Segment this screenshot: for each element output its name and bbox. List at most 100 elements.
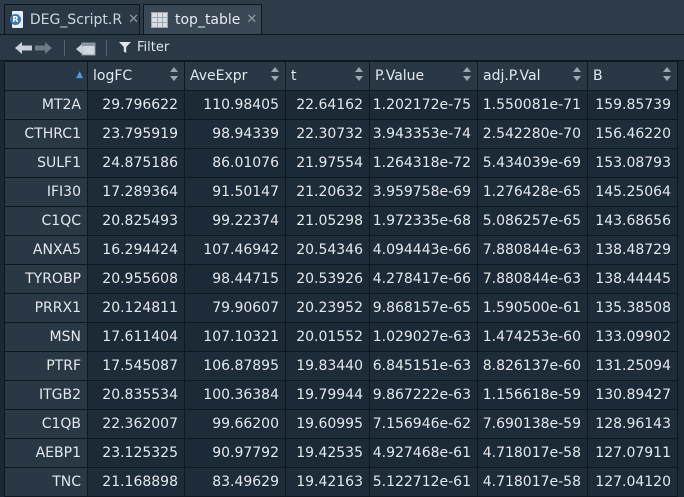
toolbar-divider <box>64 39 65 56</box>
table-cell: 79.90607 <box>184 293 286 323</box>
row-name-cell: C1QC <box>4 206 88 236</box>
table-row[interactable]: MT2A 29.796622 110.98405 22.64162 1.202172e-… <box>4 90 678 120</box>
row-name-cell: TNC <box>4 467 88 497</box>
arrow-right-icon <box>35 41 52 54</box>
table-cell: 20.54346 <box>285 235 370 265</box>
table-cell: 110.98405 <box>184 90 286 120</box>
row-name-cell: ITGB2 <box>4 380 88 410</box>
table-cell: 98.44715 <box>184 264 286 294</box>
table-cell: 4.718017e-58 <box>477 438 588 468</box>
table-cell: 20.124811 <box>87 293 185 323</box>
row-name-cell: MSN <box>4 322 88 352</box>
table-cell: 1.202172e-75 <box>369 90 478 120</box>
close-icon[interactable]: ✕ <box>246 12 258 27</box>
filter-button[interactable]: Filter <box>119 40 169 55</box>
table-row[interactable]: TYROBP 20.955608 98.44715 20.53926 4.278417e… <box>4 264 678 294</box>
table-row[interactable]: SULF1 24.875186 86.01076 21.97554 1.264318e-… <box>4 148 678 178</box>
back-button[interactable] <box>0 41 33 54</box>
table-cell: 8.826137e-60 <box>477 351 588 381</box>
column-header-pvalue[interactable]: P.Value <box>369 61 478 91</box>
column-header-adj-pval[interactable]: adj.P.Val <box>477 61 588 91</box>
table-cell: 153.08793 <box>587 148 678 178</box>
table-row[interactable]: IFI30 17.289364 91.50147 21.20632 3.959758e-… <box>4 177 678 207</box>
column-header-b[interactable]: B <box>587 61 678 91</box>
table-row[interactable]: ANXA5 16.294424 107.46942 20.54346 4.094443e… <box>4 235 678 265</box>
table-cell: 106.87895 <box>184 351 286 381</box>
table-cell: 98.94339 <box>184 119 286 149</box>
row-name-cell: PRRX1 <box>4 293 88 323</box>
table-cell: 19.79944 <box>285 380 370 410</box>
table-cell: 19.83440 <box>285 351 370 381</box>
tab-label: top_table <box>175 11 241 28</box>
table-row[interactable]: PRRX1 20.124811 79.90607 20.23952 9.868157e-… <box>4 293 678 323</box>
sort-toggle-icon <box>463 67 471 81</box>
table-cell: 6.845151e-63 <box>369 351 478 381</box>
table-cell: 19.42535 <box>285 438 370 468</box>
table-cell: 22.64162 <box>285 90 370 120</box>
sort-toggle-icon <box>573 67 581 81</box>
table-cell: 1.029027e-63 <box>369 322 478 352</box>
data-grid-icon <box>151 11 168 28</box>
table-cell: 4.718017e-58 <box>477 467 588 497</box>
table-cell: 128.96143 <box>587 409 678 439</box>
table-cell: 7.880844e-63 <box>477 264 588 294</box>
table-cell: 9.868157e-65 <box>369 293 478 323</box>
table-cell: 3.943353e-74 <box>369 119 478 149</box>
filter-label: Filter <box>137 40 170 55</box>
column-header-label: B <box>593 68 603 84</box>
table-cell: 90.97792 <box>184 438 286 468</box>
table-cell: 22.30732 <box>285 119 370 149</box>
row-names-header[interactable]: ▲ <box>4 61 88 91</box>
column-header-t[interactable]: t <box>285 61 370 91</box>
row-name-cell: CTHRC1 <box>4 119 88 149</box>
table-row[interactable]: CTHRC1 23.795919 98.94339 22.30732 3.943353e… <box>4 119 678 149</box>
table-cell: 7.690138e-59 <box>477 409 588 439</box>
table-row[interactable]: PTRF 17.545087 106.87895 19.83440 6.845151e-… <box>4 351 678 381</box>
table-row[interactable]: ITGB2 20.835534 100.36384 19.79944 9.867222e… <box>4 380 678 410</box>
table-cell: 156.46220 <box>587 119 678 149</box>
row-name-cell: AEBP1 <box>4 438 88 468</box>
table-row[interactable]: C1QC 20.825493 99.22374 21.05298 1.972335e-6… <box>4 206 678 236</box>
table-cell: 145.25064 <box>587 177 678 207</box>
table-cell: 24.875186 <box>87 148 185 178</box>
editor-tab-bar: R DEG_Script.R ✕ top_table ✕ <box>0 0 684 35</box>
table-row[interactable]: TNC 21.168898 83.49629 19.42163 5.122712e-61… <box>4 467 678 497</box>
column-header-label: AveExpr <box>190 68 248 84</box>
table-cell: 7.880844e-63 <box>477 235 588 265</box>
table-cell: 159.85739 <box>587 90 678 120</box>
table-row[interactable]: C1QB 22.362007 99.66200 19.60995 7.156946e-6… <box>4 409 678 439</box>
row-name-cell: IFI30 <box>4 177 88 207</box>
column-header-logfc[interactable]: logFC <box>87 61 185 91</box>
tab-deg-script[interactable]: R DEG_Script.R ✕ <box>4 4 140 34</box>
table-cell: 7.156946e-62 <box>369 409 478 439</box>
sort-toggle-icon <box>271 67 279 81</box>
row-name-cell: TYROBP <box>4 264 88 294</box>
forward-button[interactable] <box>33 41 53 54</box>
table-cell: 86.01076 <box>184 148 286 178</box>
table-cell: 17.611404 <box>87 322 185 352</box>
table-cell: 91.50147 <box>184 177 286 207</box>
data-table-container[interactable]: ▲ logFC AveExpr t P.Value adj.P.Val B MT… <box>4 61 684 497</box>
show-in-new-window-button[interactable] <box>73 40 97 56</box>
column-header-aveexpr[interactable]: AveExpr <box>184 61 286 91</box>
table-row[interactable]: AEBP1 23.125325 90.97792 19.42535 4.927468e-… <box>4 438 678 468</box>
table-cell: 99.66200 <box>184 409 286 439</box>
table-cell: 1.264318e-72 <box>369 148 478 178</box>
sort-toggle-icon <box>663 67 671 81</box>
tab-top-table[interactable]: top_table ✕ <box>143 4 262 34</box>
table-cell: 1.590500e-61 <box>477 293 588 323</box>
table-cell: 21.05298 <box>285 206 370 236</box>
close-icon[interactable]: ✕ <box>128 12 139 27</box>
table-cell: 9.867222e-63 <box>369 380 478 410</box>
column-header-label: logFC <box>93 68 133 84</box>
table-cell: 99.22374 <box>184 206 286 236</box>
table-row[interactable]: MSN 17.611404 107.10321 20.01552 1.029027e-6… <box>4 322 678 352</box>
table-cell: 2.542280e-70 <box>477 119 588 149</box>
table-cell: 4.278417e-66 <box>369 264 478 294</box>
table-header-row: ▲ logFC AveExpr t P.Value adj.P.Val B <box>4 61 678 91</box>
table-cell: 21.97554 <box>285 148 370 178</box>
table-cell: 16.294424 <box>87 235 185 265</box>
row-name-cell: PTRF <box>4 351 88 381</box>
row-name-cell: C1QB <box>4 409 88 439</box>
toolbar-divider <box>106 39 107 56</box>
